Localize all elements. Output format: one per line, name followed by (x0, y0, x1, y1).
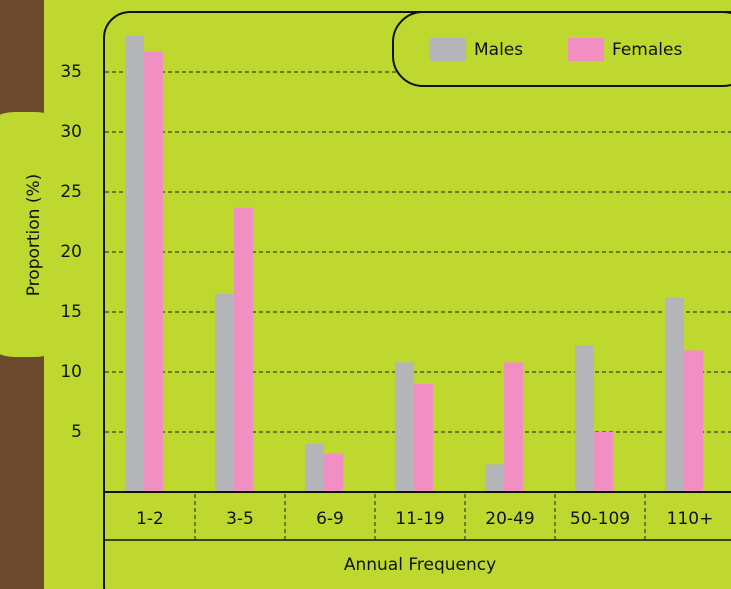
bar (324, 454, 343, 492)
y-tick-label: 30 (60, 122, 82, 142)
bar (215, 294, 234, 492)
bar (395, 362, 414, 492)
x-tick-label: 1-2 (136, 509, 164, 529)
legend-swatch (568, 38, 604, 61)
chart: Proportion (%) Annual Frequency 5 10 15 20 2… (0, 0, 731, 589)
bar (234, 208, 253, 492)
y-tick-label: 25 (60, 182, 82, 202)
x-tick-label: 6-9 (316, 509, 344, 529)
y-axis-label: Proportion (%) (24, 174, 44, 297)
bar (485, 464, 504, 492)
legend-label: Females (612, 40, 682, 60)
bar (125, 36, 144, 492)
bar (684, 350, 703, 492)
legend-swatch (430, 38, 466, 61)
y-tick-label: 10 (60, 362, 82, 382)
legend-label: Males (474, 40, 523, 60)
bar (594, 432, 613, 492)
x-tick-label: 110+ (667, 509, 714, 529)
bar (504, 362, 523, 492)
y-tick-label: 35 (60, 62, 82, 82)
x-tick-label: 50-109 (570, 509, 630, 529)
bar (414, 384, 433, 492)
y-tick-label: 15 (60, 302, 82, 322)
x-tick-label: 20-49 (485, 509, 534, 529)
y-tick-label: 20 (60, 242, 82, 262)
bar (665, 298, 684, 492)
x-tick-label: 11-19 (395, 509, 444, 529)
bar (144, 52, 163, 492)
x-tick-label: 3-5 (226, 509, 254, 529)
x-axis-label: Annual Frequency (344, 555, 496, 575)
bar (575, 346, 594, 492)
bar (305, 444, 324, 492)
y-tick-label: 5 (71, 422, 82, 442)
